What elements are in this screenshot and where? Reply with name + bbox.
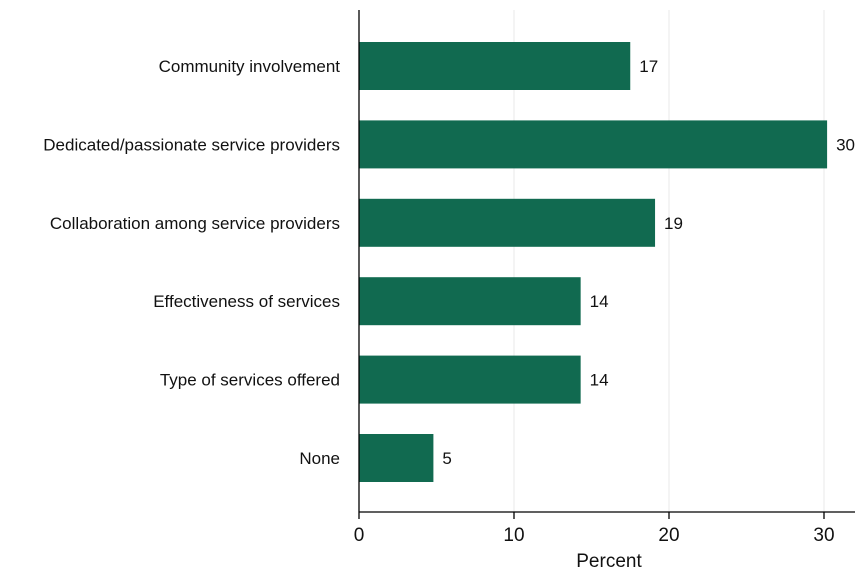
value-label-0: 17 [639, 57, 658, 76]
category-label-4: Type of services offered [160, 371, 340, 390]
x-tick-label-30: 30 [813, 525, 834, 546]
x-axis-title: Percent [576, 551, 642, 571]
category-label-2: Collaboration among service providers [50, 214, 340, 233]
value-label-2: 19 [664, 214, 683, 233]
category-labels: Community involvement Dedicated/passionat… [43, 57, 340, 468]
bar-0 [359, 42, 631, 90]
x-tick-label-0: 0 [354, 525, 365, 546]
bar-2 [359, 198, 656, 247]
bar-4 [359, 355, 581, 404]
category-label-1: Dedicated/passionate service providers [43, 135, 340, 154]
value-labels: 17 30 19 14 14 5 [442, 57, 855, 468]
x-tick-label-20: 20 [658, 525, 679, 546]
category-label-0: Community involvement [159, 57, 341, 76]
value-label-1: 30 [836, 135, 855, 154]
bar-3 [359, 277, 581, 326]
category-label-3: Effectiveness of services [153, 292, 340, 311]
bars [359, 42, 828, 482]
bar-5 [359, 434, 434, 482]
category-label-5: None [299, 449, 340, 468]
x-tick-label-10: 10 [503, 525, 524, 546]
value-label-5: 5 [442, 449, 451, 468]
axes: 0 10 20 30 [354, 10, 855, 546]
grid-lines [513, 10, 825, 512]
value-label-4: 14 [590, 371, 609, 390]
bar-1 [359, 120, 828, 169]
value-label-3: 14 [590, 292, 609, 311]
